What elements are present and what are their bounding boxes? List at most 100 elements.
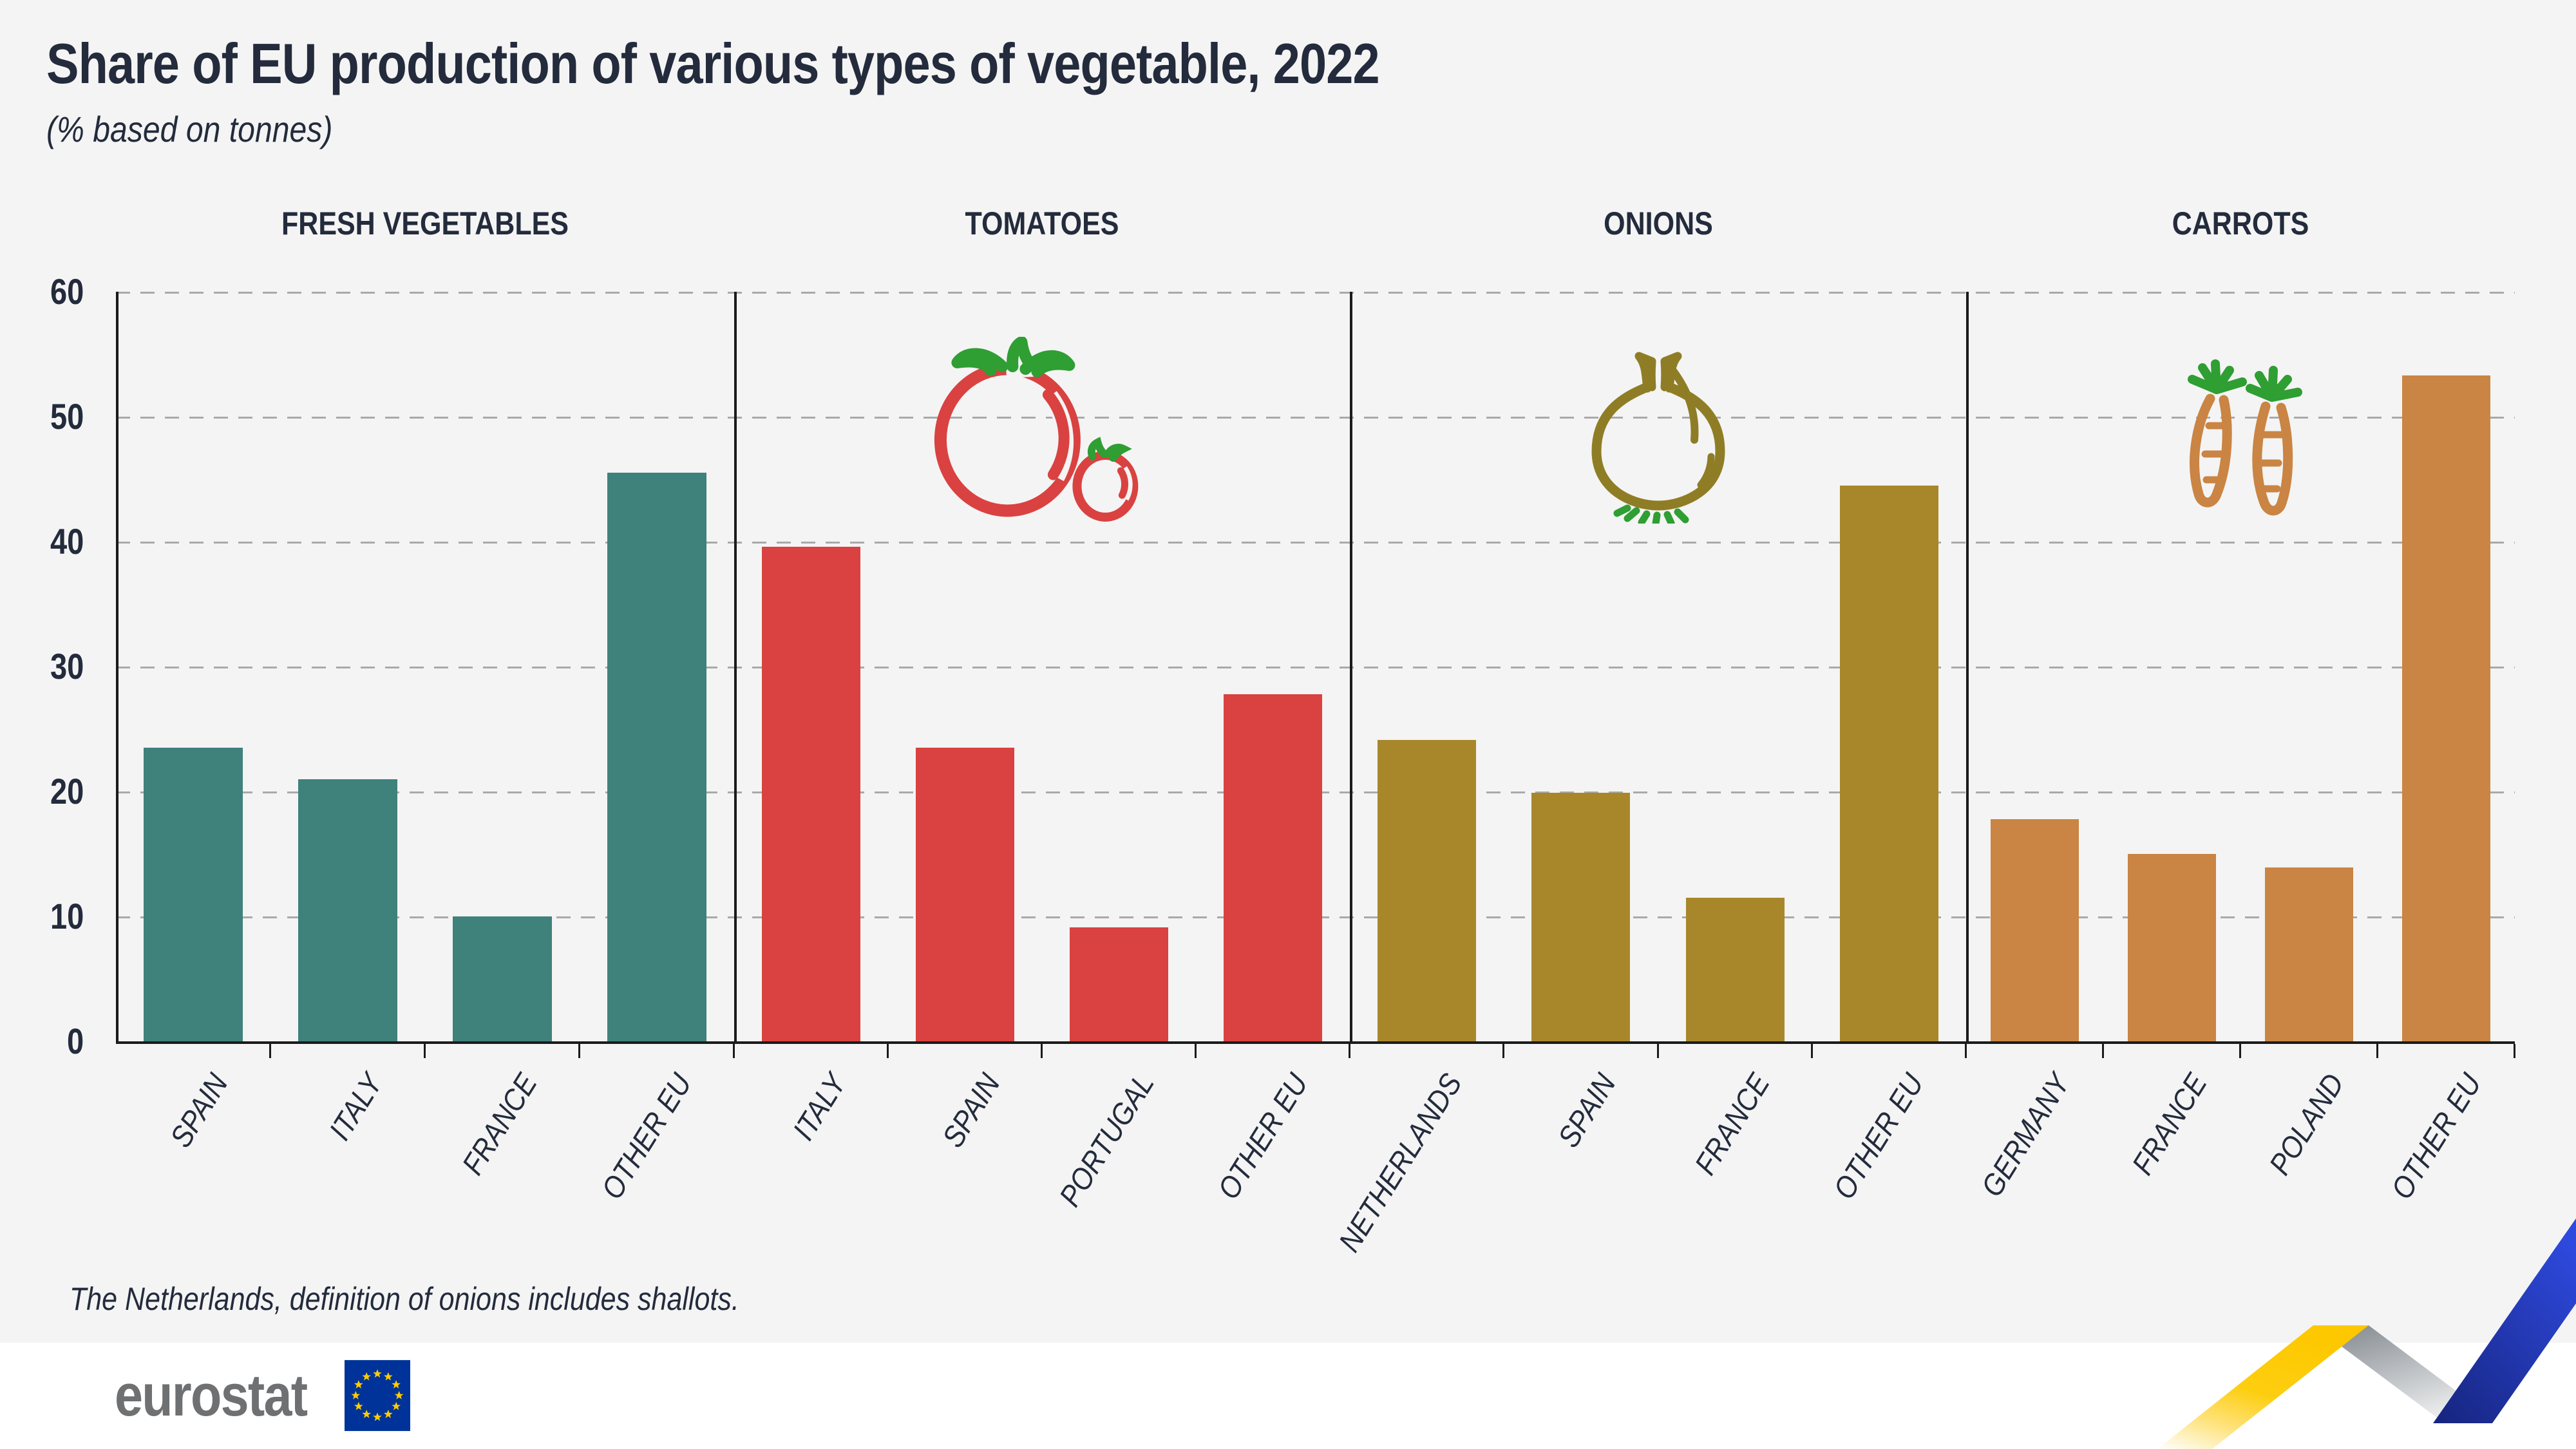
x-tick <box>887 1044 889 1058</box>
bar-france <box>1685 897 1785 1041</box>
y-axis-line <box>116 292 118 1044</box>
bar-other-eu <box>2402 375 2490 1041</box>
y-tick-label-0: 0 <box>66 1021 84 1061</box>
eu-star <box>383 1410 393 1418</box>
eu-star <box>373 1412 382 1421</box>
bar-portugal <box>1070 927 1168 1041</box>
x-label-france: FRANCE <box>455 1067 544 1181</box>
bar-spain <box>144 748 243 1041</box>
x-axis-line <box>116 1041 2515 1044</box>
carrot-icon <box>2188 359 2302 516</box>
y-tick-label-50: 50 <box>50 396 84 437</box>
eu-star <box>351 1390 361 1399</box>
x-label-netherlands: NETHERLANDS <box>1331 1067 1468 1258</box>
gridline-60 <box>116 292 2515 294</box>
eu-star <box>354 1380 363 1388</box>
x-tick <box>424 1044 426 1058</box>
y-tick-label-40: 40 <box>50 521 84 562</box>
eu-star <box>394 1390 404 1399</box>
onion-icon <box>1591 352 1725 524</box>
bottom-strip <box>0 1343 2576 1449</box>
y-tick-label-20: 20 <box>50 771 84 811</box>
eurostat-logo: eurostat <box>115 1358 410 1434</box>
x-tick <box>269 1044 271 1058</box>
x-label-portugal: PORTUGAL <box>1052 1067 1160 1213</box>
y-tick-label-10: 10 <box>50 896 84 936</box>
eu-star <box>354 1401 363 1410</box>
x-tick <box>1656 1044 1659 1058</box>
bar-netherlands <box>1378 740 1477 1041</box>
x-label-germany: GERMANY <box>1974 1067 2076 1202</box>
x-label-other-eu: OTHER EU <box>2383 1067 2488 1205</box>
x-label-spain: SPAIN <box>163 1067 234 1153</box>
eu-star <box>362 1372 371 1381</box>
ribbon-gray-band <box>2313 1325 2492 1418</box>
x-tick <box>1349 1044 1350 1058</box>
bar-other-eu <box>1224 694 1322 1041</box>
panel-separator <box>1350 292 1352 1044</box>
eu-flag-icon <box>344 1359 410 1432</box>
panel-onions: NETHERLANDS SPAIN FRANCE OTHER EU <box>1332 292 1967 1258</box>
gridline-50 <box>116 417 2515 419</box>
page-subtitle: (% based on tonnes) <box>46 108 379 150</box>
x-label-france: FRANCE <box>2125 1067 2213 1181</box>
x-label-france: FRANCE <box>1687 1067 1776 1181</box>
x-tick <box>1965 1044 1967 1058</box>
footnote: The Netherlands, definition of onions in… <box>70 1281 739 1317</box>
panel-separator <box>1966 292 1969 1044</box>
eu-star <box>392 1401 401 1410</box>
panel-tomatoes: ITALY SPAIN PORTUGAL OTHER EU <box>734 292 1350 1212</box>
x-tick <box>1810 1044 1813 1058</box>
eu-star <box>373 1369 382 1378</box>
x-tick <box>2102 1044 2104 1058</box>
x-tick <box>1041 1044 1043 1058</box>
tomato-icon <box>934 337 1139 522</box>
panel-separator <box>734 292 737 1044</box>
panel-title-tomatoes: TOMATOES <box>965 205 1119 242</box>
y-tick-label-30: 30 <box>50 646 84 687</box>
bar-germany <box>1991 819 2079 1041</box>
ribbon-blue-band <box>2433 1218 2576 1423</box>
x-tick <box>2514 1044 2515 1058</box>
x-label-italy: ITALY <box>785 1067 853 1146</box>
panel-carrots: GERMANY FRANCE POLAND OTHER EU <box>1966 292 2515 1205</box>
panel-title-fresh-vegetables: FRESH VEGETABLES <box>281 205 569 242</box>
bar-other-eu <box>1839 485 1938 1041</box>
ribbon-decoration <box>2157 1218 2576 1449</box>
x-label-other-eu: OTHER EU <box>1826 1067 1931 1205</box>
bar-other-eu <box>607 473 706 1041</box>
eurostat-wordmark: eurostat <box>115 1363 308 1428</box>
eu-star <box>383 1372 393 1381</box>
bar-spain <box>1531 792 1631 1041</box>
x-tick <box>2376 1044 2378 1058</box>
bar-france <box>453 916 552 1041</box>
page-title: Share of EU production of various types … <box>46 31 1596 97</box>
x-label-spain: SPAIN <box>934 1067 1007 1153</box>
eu-star <box>362 1410 371 1418</box>
gridline-30 <box>116 667 2515 668</box>
x-tick <box>733 1044 735 1058</box>
y-axis-labels: 0 10 20 30 40 50 60 <box>0 274 97 1059</box>
x-tick <box>1195 1044 1197 1058</box>
bar-italy <box>762 546 860 1041</box>
ribbon-yellow-band <box>2157 1325 2369 1449</box>
x-label-other-eu: OTHER EU <box>594 1067 698 1205</box>
page-title-text: Share of EU production of various types … <box>46 32 1380 95</box>
panel-title-carrots: CARROTS <box>2172 205 2309 242</box>
panel-title-onions: ONIONS <box>1604 205 1713 242</box>
bar-italy <box>298 779 397 1041</box>
eu-star <box>392 1380 401 1388</box>
x-tick <box>2239 1044 2241 1058</box>
x-label-italy: ITALY <box>322 1067 389 1146</box>
gridline-40 <box>116 542 2515 544</box>
chart-plot-area: SPAIN ITALY FRANCE OTHER EU ITALY SPAIN PORTU… <box>116 292 2515 1258</box>
bar-poland <box>2265 867 2353 1041</box>
bar-spain <box>916 748 1014 1041</box>
x-tick <box>578 1044 580 1058</box>
y-tick-label-60: 60 <box>50 271 84 312</box>
x-tick <box>1502 1044 1505 1058</box>
x-label-spain: SPAIN <box>1551 1067 1622 1153</box>
x-label-other-eu: OTHER EU <box>1210 1067 1314 1205</box>
panel-fresh-vegetables: SPAIN ITALY FRANCE OTHER EU <box>116 292 735 1205</box>
